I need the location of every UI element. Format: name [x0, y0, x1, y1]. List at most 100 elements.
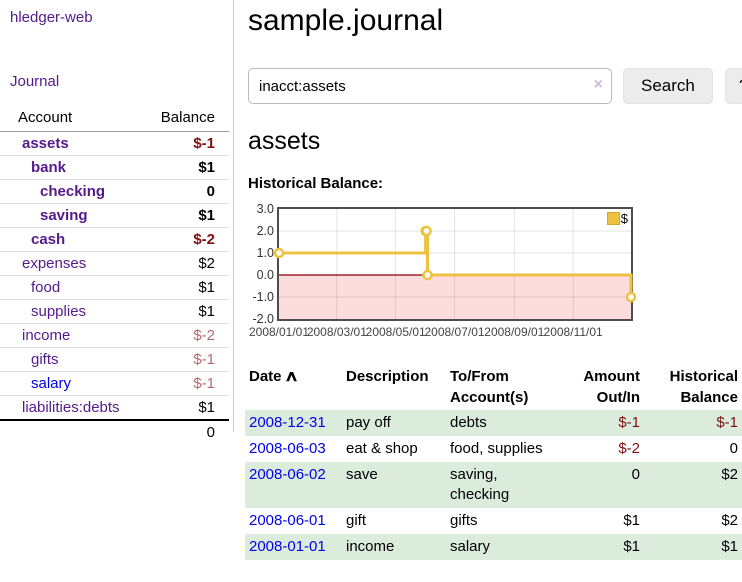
- transaction-date-link[interactable]: 2008-06-02: [249, 466, 326, 483]
- column-header-accounts: To/From Account(s): [450, 368, 529, 406]
- account-balance: $1: [198, 303, 215, 320]
- transaction-amount: $1: [623, 512, 640, 529]
- account-row: food $1: [0, 275, 229, 300]
- transaction-description: eat & shop: [346, 440, 418, 457]
- account-link[interactable]: salary: [31, 375, 72, 392]
- account-row: salary $-1: [0, 371, 229, 396]
- accounts-total-value: 0: [206, 424, 215, 441]
- transaction-amount: $1: [623, 538, 640, 555]
- chart-x-axis: 2008/01/01 2008/03/01 2008/05/01 2008/07/01…: [249, 325, 631, 341]
- transaction-amount: $-2: [618, 440, 640, 457]
- y-tick-label: 1.0: [256, 246, 274, 260]
- account-link[interactable]: cash: [31, 231, 66, 248]
- search-input[interactable]: [248, 68, 612, 104]
- accounts-table: Account Balance assets $-1 bank $1 checking 0…: [0, 106, 229, 444]
- main-content: sample.journal × Search ? assets Histori…: [241, 0, 742, 560]
- account-row: saving $1: [0, 203, 229, 228]
- x-tick-label: 2008/09/01: [484, 325, 545, 339]
- historical-balance-chart: 3.0 2.0 1.0 0.0 -1.0 -2.0 $ 2008/01/01 2008/03…: [248, 202, 742, 347]
- account-balance: $-1: [193, 351, 215, 368]
- transaction-accounts: debts: [450, 414, 487, 431]
- y-tick-label: -2.0: [252, 312, 274, 326]
- account-row: expenses $2: [0, 251, 229, 276]
- account-balance: 0: [206, 183, 215, 200]
- column-header-balance: Historical Balance: [669, 368, 738, 406]
- register-table: Date ∧ Description To/From Account(s) Amo…: [245, 364, 742, 560]
- x-tick-label: 2008/07/01: [424, 325, 485, 339]
- transaction-date: 2008-06-01: [245, 508, 342, 534]
- transaction-description: save: [346, 466, 378, 483]
- clear-search-icon[interactable]: ×: [593, 76, 603, 93]
- account-link[interactable]: checking: [40, 183, 106, 200]
- account-link[interactable]: assets: [22, 135, 69, 152]
- sort-ascending-icon: ∧: [283, 368, 299, 385]
- page-title: sample.journal: [248, 4, 444, 37]
- account-link[interactable]: bank: [31, 159, 67, 176]
- transaction-balance: $2: [721, 512, 738, 529]
- account-link[interactable]: supplies: [31, 303, 87, 320]
- accounts-header-row: Account Balance: [0, 106, 229, 132]
- account-link[interactable]: income: [22, 327, 71, 344]
- y-tick-label: 0.0: [256, 268, 274, 282]
- account-link[interactable]: gifts: [31, 351, 59, 368]
- legend-swatch-icon: [606, 212, 620, 225]
- table-row[interactable]: 2008-01-01 income salary $1 $1: [245, 534, 742, 560]
- transaction-accounts: food, supplies: [450, 440, 543, 457]
- register-table-body: 2008-12-31 pay off debts $-1 $-1 2008-06-03 ea…: [245, 410, 742, 560]
- brand-link[interactable]: hledger-web: [10, 9, 93, 26]
- table-row[interactable]: 2008-06-03 eat & shop food, supplies $-2 0: [245, 436, 742, 462]
- account-link[interactable]: expenses: [22, 255, 87, 272]
- account-balance: $-2: [193, 327, 215, 344]
- transaction-accounts: gifts: [450, 512, 478, 529]
- account-row: supplies $1: [0, 299, 229, 324]
- account-link[interactable]: food: [31, 279, 61, 296]
- table-row[interactable]: 2008-06-01 gift gifts $1 $2: [245, 508, 742, 534]
- sidebar-divider: [233, 0, 234, 432]
- x-tick-label: 2008/03/01: [306, 325, 367, 339]
- transaction-balance: $2: [721, 466, 738, 483]
- account-title: assets: [248, 127, 321, 155]
- account-balance: $1: [198, 207, 215, 224]
- transaction-date-link[interactable]: 2008-06-01: [249, 512, 326, 529]
- transaction-date: 2008-01-01: [245, 534, 342, 560]
- account-row: cash $-2: [0, 227, 229, 252]
- transaction-date: 2008-12-31: [245, 410, 342, 436]
- account-row: liabilities:debts $1: [0, 395, 229, 421]
- accounts-table-body: assets $-1 bank $1 checking 0 saving $1 cash $-2 e…: [0, 132, 229, 445]
- x-tick-label: 2008/05/01: [365, 325, 426, 339]
- transaction-balance: 0: [729, 440, 738, 457]
- chart-plot-area: $: [273, 207, 637, 321]
- transaction-amount: $-1: [618, 414, 640, 431]
- account-link[interactable]: saving: [40, 207, 88, 224]
- account-balance: $-1: [193, 135, 215, 152]
- table-row[interactable]: 2008-12-31 pay off debts $-1 $-1: [245, 410, 742, 436]
- transaction-amount: 0: [631, 466, 640, 483]
- chart-legend: $: [606, 212, 628, 225]
- account-balance: $1: [198, 159, 215, 176]
- column-header-amount: Amount Out/In: [583, 368, 640, 406]
- column-header-date[interactable]: Date ∧: [249, 368, 299, 385]
- transaction-description: gift: [346, 512, 367, 529]
- account-row: gifts $-1: [0, 347, 229, 372]
- transaction-balance: $-1: [716, 414, 738, 431]
- search-form: × Search ?: [248, 68, 742, 104]
- transaction-date-link[interactable]: 2008-06-03: [249, 440, 326, 457]
- sidebar-item-journal[interactable]: Journal: [10, 73, 60, 90]
- help-button[interactable]: ?: [724, 68, 742, 104]
- search-button[interactable]: Search: [623, 68, 713, 104]
- transaction-date-link[interactable]: 2008-12-31: [249, 414, 326, 431]
- account-balance: $1: [198, 399, 215, 416]
- account-row: bank $1: [0, 155, 229, 180]
- balance-chart-svg: [273, 209, 637, 319]
- account-balance: $-1: [193, 375, 215, 392]
- table-row[interactable]: 2008-06-02 save saving, checking 0 $2: [245, 462, 742, 508]
- transaction-description: income: [346, 538, 395, 555]
- transaction-date-link[interactable]: 2008-01-01: [249, 538, 326, 555]
- transaction-description: pay off: [346, 414, 391, 431]
- accounts-header-account: Account: [18, 109, 73, 126]
- y-tick-label: 2.0: [256, 224, 274, 238]
- x-tick-label: 2008/11/01: [543, 325, 603, 339]
- account-link[interactable]: liabilities:debts: [22, 399, 120, 416]
- register-header-row: Date ∧ Description To/From Account(s) Amo…: [245, 364, 742, 410]
- sidebar: hledger-web Journal Account Balance asse…: [0, 0, 233, 444]
